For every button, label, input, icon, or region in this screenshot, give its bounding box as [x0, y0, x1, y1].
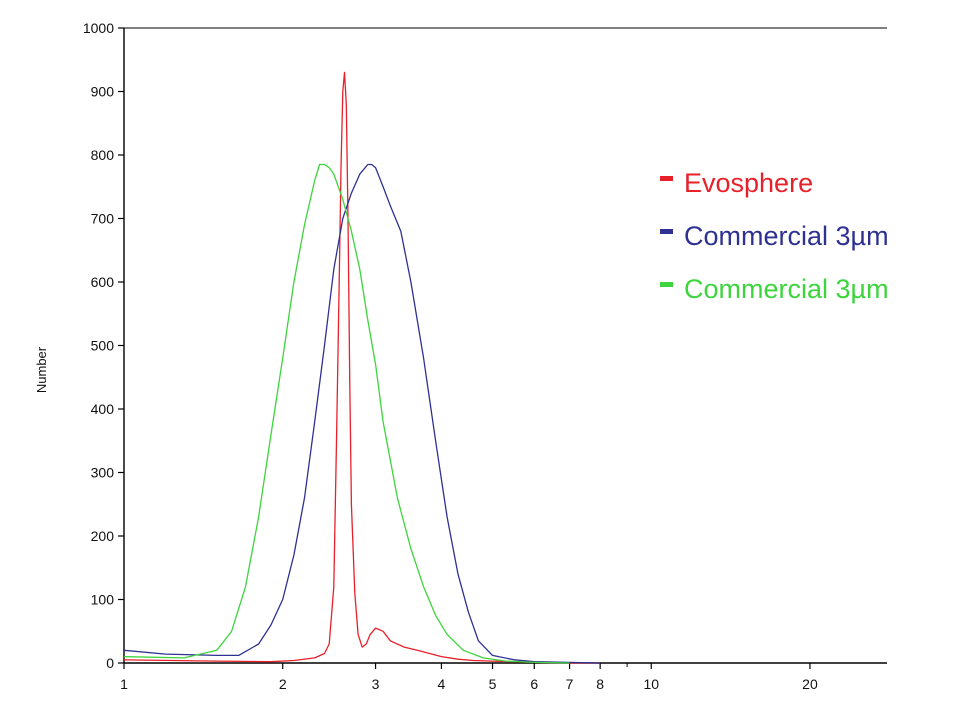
x-tick-label: 10	[643, 676, 659, 692]
series-line	[123, 163, 601, 664]
y-tick-label: 200	[91, 528, 115, 544]
series-line	[123, 163, 570, 664]
legend-label: Commercial 3µm	[684, 221, 889, 251]
y-tick-label: 900	[91, 84, 115, 100]
y-tick-label: 400	[91, 401, 115, 417]
y-axis-title: Number	[34, 346, 49, 393]
x-tick-label: 7	[566, 676, 574, 692]
x-tick-label: 2	[279, 676, 287, 692]
x-tick-label: 20	[802, 676, 818, 692]
legend-label: Commercial 3µm	[684, 274, 889, 304]
y-tick-label: 700	[91, 211, 115, 227]
y-tick-label: 100	[91, 592, 115, 608]
x-tick-label: 1	[120, 676, 128, 692]
legend: Evosphere Commercial 3µm Commercial 3µm	[660, 168, 889, 304]
y-tick-label: 500	[91, 338, 115, 354]
axes	[123, 27, 887, 664]
x-tick-label: 8	[596, 676, 604, 692]
x-tick-label: 5	[489, 676, 497, 692]
y-tick-label: 800	[91, 147, 115, 163]
series-line	[123, 71, 601, 664]
y-tick-label: 600	[91, 274, 115, 290]
legend-swatch	[660, 282, 673, 287]
y-ticks: 0 100 200 300 400 500 600 700 800 900 1000	[83, 20, 124, 671]
series-lines	[123, 71, 601, 664]
legend-label: Evosphere	[684, 168, 813, 198]
x-ticks: 1 2 3 4 5 6 7 8 10 20	[120, 663, 818, 692]
x-tick-label: 6	[530, 676, 538, 692]
legend-swatch	[660, 229, 673, 234]
x-tick-label: 3	[372, 676, 380, 692]
x-tick-label: 4	[438, 676, 446, 692]
y-tick-label: 300	[91, 465, 115, 481]
y-tick-label: 1000	[83, 20, 114, 36]
legend-swatch	[660, 176, 673, 181]
y-tick-label: 0	[106, 655, 114, 671]
